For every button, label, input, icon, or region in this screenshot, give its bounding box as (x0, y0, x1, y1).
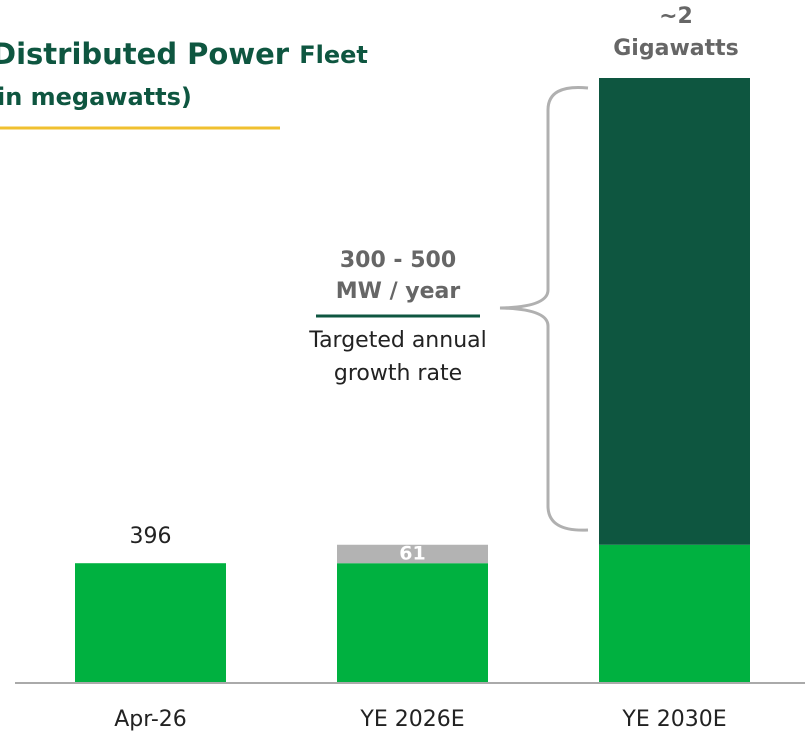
bar-segment (337, 563, 488, 683)
data-label: 396 (130, 524, 172, 549)
bar-segment (337, 544, 488, 564)
x-tick-label: YE 2030E (621, 707, 726, 732)
total-label: ~2 (659, 4, 693, 29)
rate-note: Targeted annual (308, 328, 486, 353)
data-label: 61 (399, 542, 425, 564)
rate-label: MW / year (336, 279, 461, 304)
rate-note: growth rate (334, 361, 462, 386)
bar-segment (75, 563, 226, 683)
bar-segment (599, 544, 750, 683)
rate-label: 300 - 500 (340, 248, 456, 273)
x-tick-label: Apr-26 (114, 707, 187, 732)
title-main: Distributed Power (0, 37, 290, 71)
bracket (499, 85, 589, 532)
subtitle: (in megawatts) (0, 83, 192, 111)
bar-segment (599, 78, 750, 545)
total-label: Gigawatts (613, 36, 739, 61)
title-suffix: Fleet (299, 41, 368, 69)
chart-title: Distributed Power Fleet (0, 37, 368, 71)
x-tick-label: YE 2026E (359, 707, 464, 732)
